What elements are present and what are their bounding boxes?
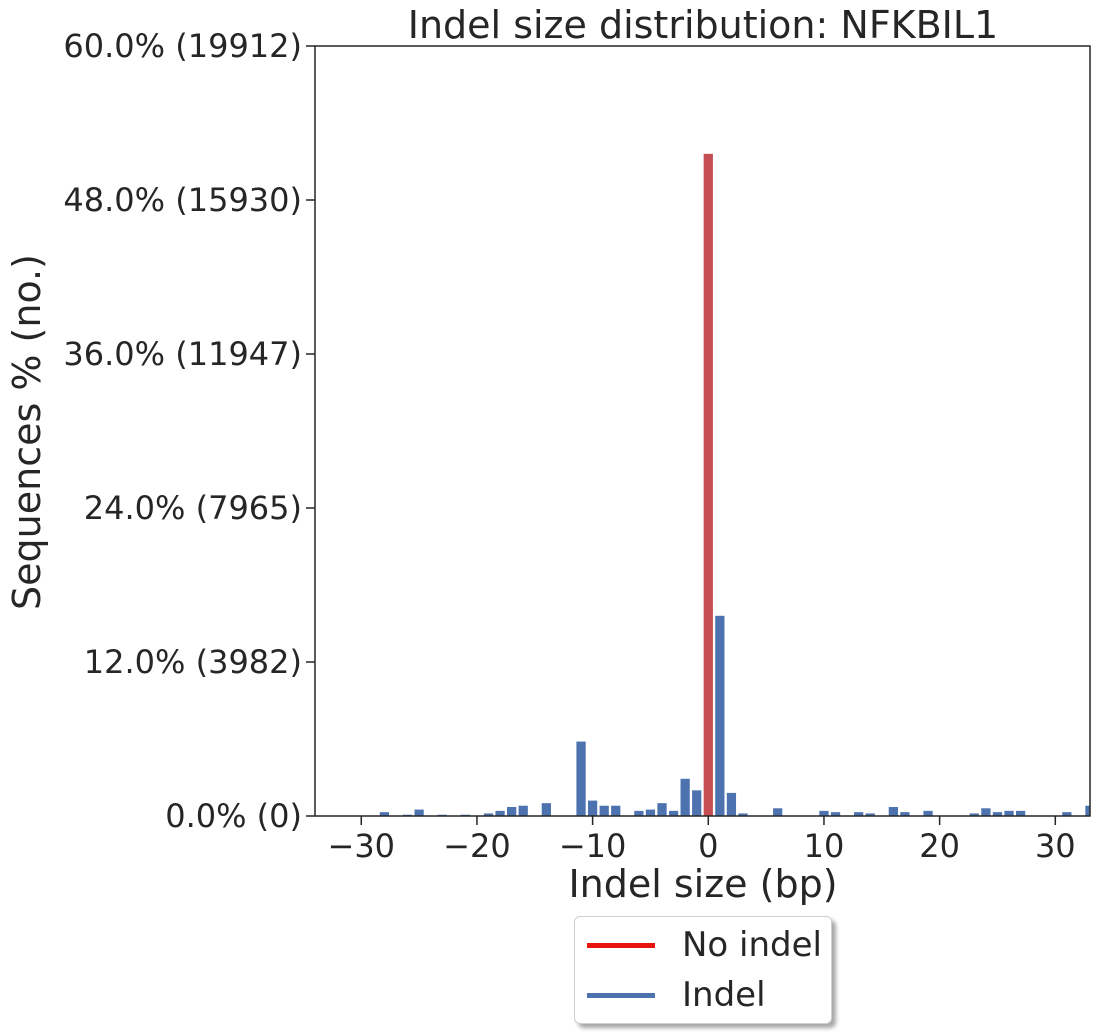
- indel-bar: [726, 792, 737, 816]
- indel-bar: [483, 813, 494, 816]
- indel-bar: [634, 810, 644, 816]
- chart-title: Indel size distribution: NFKBIL1: [408, 3, 998, 47]
- indel-bar: [668, 810, 679, 816]
- indel-bar: [541, 803, 551, 816]
- y-tick-label: 12.0% (3982): [84, 643, 302, 681]
- x-tick-label: −20: [443, 827, 511, 865]
- indel-bar: [773, 808, 783, 816]
- legend-item-indel: Indel: [587, 975, 766, 1015]
- indel-bar: [715, 615, 725, 816]
- y-tick-label: 24.0% (7965): [84, 489, 302, 527]
- indel-bar: [888, 807, 898, 816]
- indel-bar: [1004, 810, 1014, 816]
- indel-bar: [854, 812, 864, 816]
- y-tick-label: 60.0% (19912): [63, 27, 302, 65]
- y-axis: 0.0% (0) 12.0% (3982) 24.0% (7965) 36.0% (1…: [63, 27, 315, 835]
- indel-bar: [611, 805, 621, 816]
- legend-label-no-indel: No indel: [682, 925, 822, 965]
- bars-group: [379, 153, 1090, 816]
- legend-swatch-no-indel: [587, 942, 655, 948]
- indel-bar: [1015, 810, 1026, 816]
- indel-bar: [692, 790, 702, 816]
- indel-bar: [992, 812, 1003, 816]
- indel-bar: [518, 805, 528, 816]
- legend: No indel Indel: [574, 916, 832, 1024]
- x-tick-label: −10: [559, 827, 627, 865]
- indel-bar: [414, 809, 424, 816]
- indel-bar: [830, 812, 841, 816]
- indel-bar: [587, 800, 598, 816]
- indel-bar: [495, 810, 505, 816]
- indel-bar: [507, 807, 517, 816]
- indel-bar: [981, 808, 991, 816]
- indel-bar: [576, 741, 586, 816]
- y-axis-label: Sequences % (no.): [5, 254, 49, 610]
- x-tick-label: 20: [919, 827, 960, 865]
- indel-bar: [657, 803, 667, 816]
- x-axis-label: Indel size (bp): [568, 862, 837, 906]
- legend-label-indel: Indel: [682, 975, 766, 1015]
- indel-bar: [379, 812, 390, 816]
- x-axis: −30 −20 −10 0 10 20 30: [328, 816, 1076, 865]
- indel-bar: [900, 812, 910, 816]
- indel-bar: [645, 809, 656, 816]
- indel-bar: [680, 778, 690, 816]
- indel-bar: [1085, 805, 1090, 816]
- indel-bar: [865, 813, 875, 816]
- y-tick-label: 0.0% (0): [165, 797, 302, 835]
- indel-bar: [923, 810, 933, 816]
- x-tick-label: 30: [1035, 827, 1076, 865]
- indel-bar: [819, 810, 829, 816]
- indel-bar: [1062, 812, 1072, 816]
- x-tick-label: 10: [804, 827, 845, 865]
- x-tick-label: 0: [698, 827, 718, 865]
- indel-bar: [969, 813, 979, 816]
- legend-swatch-indel: [587, 992, 655, 998]
- indel-bar: [599, 805, 609, 816]
- y-tick-label: 36.0% (11947): [63, 335, 302, 373]
- plot-frame: [314, 45, 1091, 817]
- x-tick-label: −30: [328, 827, 396, 865]
- legend-item-no-indel: No indel: [587, 925, 822, 965]
- y-tick-label: 48.0% (15930): [63, 181, 302, 219]
- no-indel-bar: [703, 153, 713, 816]
- indel-bar: [738, 813, 748, 816]
